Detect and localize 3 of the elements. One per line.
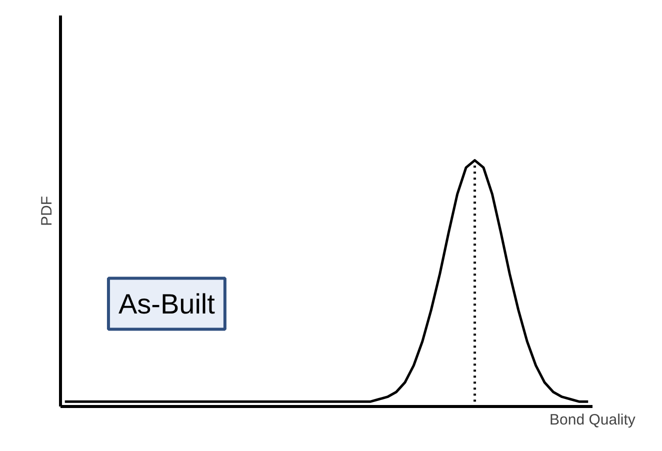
x-axis-title: Bond Quality xyxy=(550,412,636,428)
y-axis-title: PDF xyxy=(38,196,56,226)
annotation: As-Built xyxy=(118,288,216,320)
